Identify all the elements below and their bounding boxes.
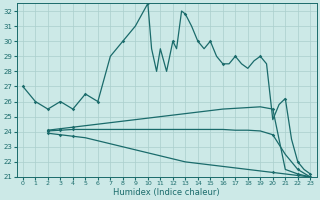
X-axis label: Humidex (Indice chaleur): Humidex (Indice chaleur): [113, 188, 220, 197]
